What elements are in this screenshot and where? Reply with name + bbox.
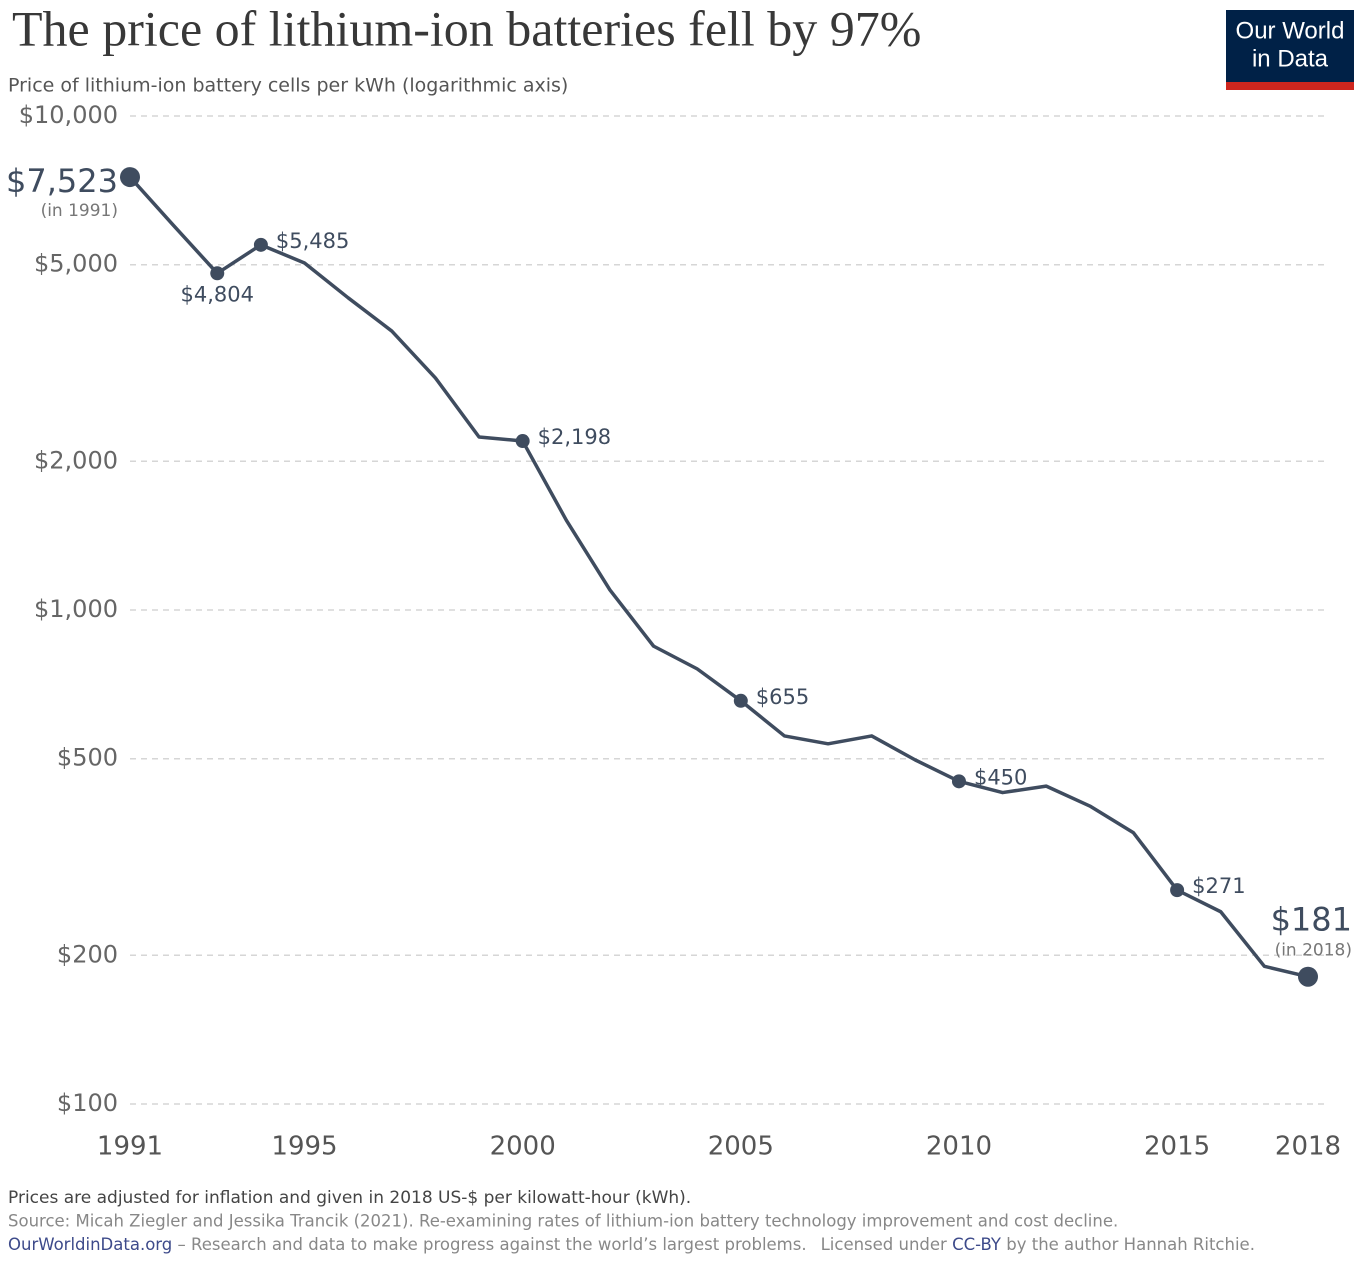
point (1170, 883, 1185, 898)
logo-bar (1226, 82, 1354, 90)
footer-tagline: – Research and data to make progress aga… (172, 1235, 806, 1254)
value-label: $271 (1192, 874, 1245, 898)
x-tick-label: 1995 (271, 1132, 337, 1162)
annotation: (in 1991) (41, 201, 118, 221)
y-tick-label: $5,000 (34, 250, 118, 278)
x-tick-label: 1991 (97, 1132, 163, 1162)
point (253, 237, 268, 252)
value-label: $655 (756, 685, 809, 709)
x-tick-label: 2010 (926, 1132, 992, 1162)
point (733, 693, 748, 708)
footer-site[interactable]: OurWorldinData.org (8, 1235, 172, 1254)
value-label: $4,804 (181, 282, 254, 306)
footer-note: Prices are adjusted for inflation and gi… (8, 1188, 691, 1208)
point (951, 774, 966, 789)
x-tick-label: 2005 (708, 1132, 774, 1162)
y-tick-label: $1,000 (34, 595, 118, 623)
point (210, 266, 225, 281)
annotation: (in 2018) (1275, 941, 1352, 961)
chart-title: The price of lithium-ion batteries fell … (12, 0, 921, 56)
point (1298, 966, 1318, 987)
value-label: $450 (974, 765, 1027, 789)
footer-license: Licensed under (821, 1235, 953, 1254)
x-tick-label: 2015 (1144, 1132, 1210, 1162)
y-tick-label: $100 (57, 1089, 118, 1117)
logo-text: in Data (1252, 45, 1329, 72)
point (120, 167, 140, 188)
footer-source: Source: Micah Ziegler and Jessika Tranci… (8, 1212, 1118, 1231)
y-tick-label: $2,000 (34, 446, 118, 474)
chart-subtitle: Price of lithium-ion battery cells per k… (8, 75, 568, 97)
value-label: $181 (1271, 901, 1352, 939)
x-tick-label: 2000 (490, 1132, 556, 1162)
value-label: $7,523 (6, 162, 118, 200)
footer-line: OurWorldinData.org – Research and data t… (8, 1235, 1255, 1254)
value-label: $5,485 (276, 229, 349, 253)
line (128, 175, 1309, 979)
footer-license: by the author Hannah Ritchie. (1001, 1235, 1255, 1254)
x-tick-label: 2018 (1275, 1132, 1341, 1162)
point (515, 434, 530, 449)
logo-box (1226, 10, 1354, 84)
y-tick-label: $10,000 (19, 101, 118, 129)
y-tick-label: $200 (57, 940, 118, 968)
value-label: $2,198 (538, 425, 611, 449)
logo-text: Our World (1236, 17, 1345, 44)
footer-license-link[interactable]: CC-BY (952, 1235, 1002, 1254)
y-tick-label: $500 (57, 744, 118, 772)
